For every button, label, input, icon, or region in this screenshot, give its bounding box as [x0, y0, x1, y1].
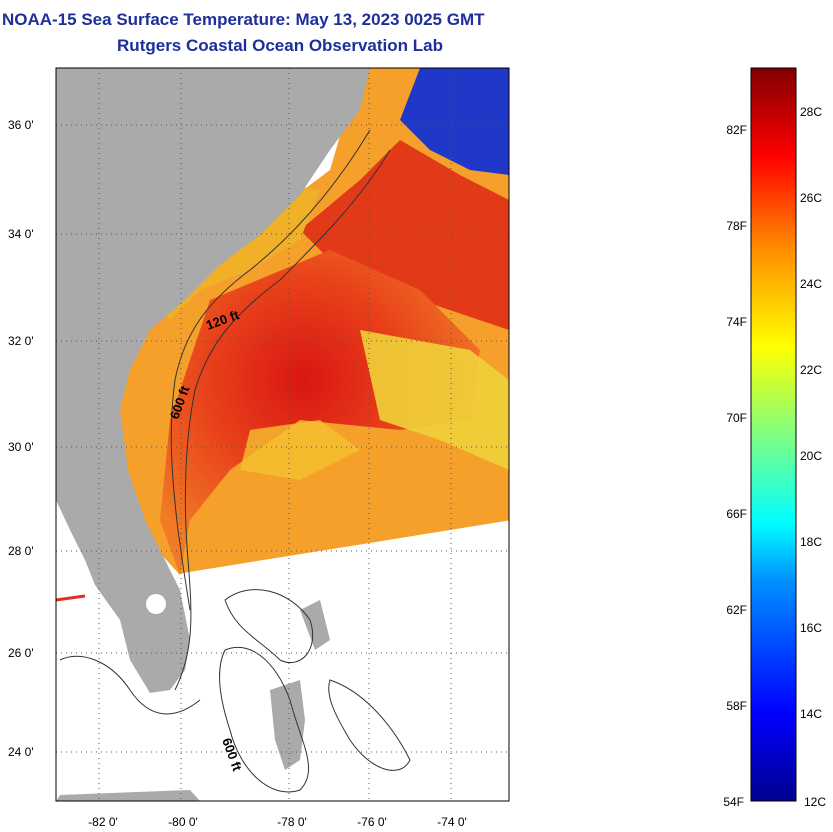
- lon-tick: -80 0': [168, 815, 198, 829]
- colorbar: [750, 67, 797, 802]
- lon-tick: -82 0': [88, 815, 118, 829]
- colorbar-f-label: 82F: [726, 123, 747, 137]
- lat-tick: 24 0': [8, 745, 34, 759]
- colorbar-c-label: 20C: [800, 449, 822, 463]
- colorbar-f-label: 78F: [726, 219, 747, 233]
- lat-tick: 30 0': [8, 440, 34, 454]
- lat-tick: 32 0': [8, 334, 34, 348]
- colorbar-fahrenheit-labels: 82F 78F 74F 70F 66F 62F 58F 54F: [723, 123, 747, 809]
- lon-axis: -82 0' -80 0' -78 0' -76 0' -74 0': [88, 815, 467, 829]
- lon-tick: -78 0': [277, 815, 307, 829]
- colorbar-c-label: 24C: [800, 277, 822, 291]
- colorbar-c-label: 28C: [800, 105, 822, 119]
- lat-tick: 36 0': [8, 118, 34, 132]
- colorbar-c-label: 16C: [800, 621, 822, 635]
- colorbar-celsius-labels: 28C 26C 24C 22C 20C 18C 16C 14C 12C: [800, 105, 826, 809]
- lon-tick: -74 0': [437, 815, 467, 829]
- chart-title: NOAA-15 Sea Surface Temperature: May 13,…: [2, 10, 485, 29]
- lat-tick: 28 0': [8, 544, 34, 558]
- chart-subtitle: Rutgers Coastal Ocean Observation Lab: [117, 36, 443, 55]
- colorbar-f-label: 62F: [726, 603, 747, 617]
- colorbar-c-label: 12C: [804, 795, 826, 809]
- lat-tick: 34 0': [8, 227, 34, 241]
- lon-tick: -76 0': [357, 815, 387, 829]
- lat-tick: 26 0': [8, 646, 34, 660]
- land-mass: [56, 68, 370, 693]
- colorbar-f-label: 74F: [726, 315, 747, 329]
- colorbar-f-label: 66F: [726, 507, 747, 521]
- colorbar-f-label: 54F: [723, 795, 744, 809]
- lat-axis: 36 0' 34 0' 32 0' 30 0' 28 0' 26 0' 24 0…: [8, 118, 34, 759]
- colorbar-f-label: 70F: [726, 411, 747, 425]
- colorbar-c-label: 18C: [800, 535, 822, 549]
- colorbar-c-label: 26C: [800, 191, 822, 205]
- colorbar-c-label: 14C: [800, 707, 822, 721]
- colorbar-c-label: 22C: [800, 363, 822, 377]
- map-frame: [55, 67, 510, 802]
- colorbar-f-label: 58F: [726, 699, 747, 713]
- map-area: 120 ft 600 ft 600 ft: [56, 68, 509, 801]
